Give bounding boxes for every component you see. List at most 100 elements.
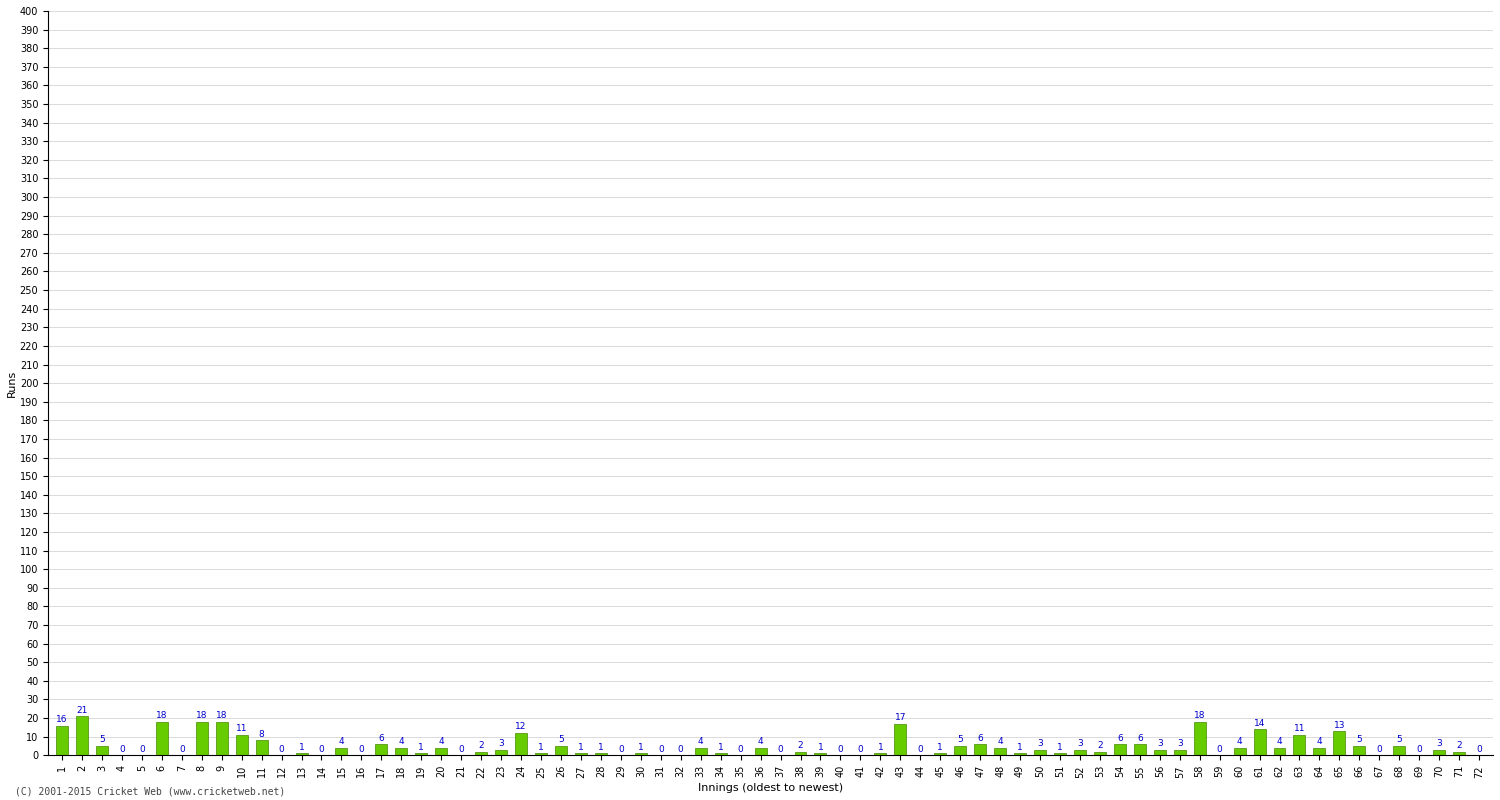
Bar [934,754,946,755]
Bar [694,748,706,755]
Text: 4: 4 [698,738,703,746]
Bar [216,722,228,755]
Bar [1054,754,1066,755]
Bar [514,733,526,755]
Text: 4: 4 [1238,738,1242,746]
Text: 1: 1 [578,743,584,752]
Text: 4: 4 [339,738,345,746]
Bar [795,751,807,755]
Text: 0: 0 [459,745,464,754]
Text: 18: 18 [216,711,228,720]
Bar [754,748,766,755]
Bar [56,726,68,755]
Bar [994,748,1006,755]
Bar [336,748,348,755]
Bar [1314,748,1326,755]
Bar [874,754,886,755]
Text: 1: 1 [1017,743,1023,752]
Text: 4: 4 [998,738,1004,746]
Bar [1432,750,1444,755]
Bar [634,754,646,755]
Bar [1094,751,1106,755]
Text: 2: 2 [478,741,484,750]
Text: 0: 0 [837,745,843,754]
Text: 2: 2 [1456,741,1462,750]
Text: 0: 0 [618,745,624,754]
Bar [1114,744,1126,755]
Bar [555,746,567,755]
Text: 14: 14 [1254,718,1264,728]
Bar [375,744,387,755]
Text: 2: 2 [1096,741,1102,750]
Text: 1: 1 [598,743,604,752]
Text: 0: 0 [1377,745,1382,754]
Bar [255,740,267,755]
Bar [476,751,488,755]
Bar [1394,746,1406,755]
Text: 0: 0 [738,745,744,754]
Text: 3: 3 [498,739,504,748]
Text: 5: 5 [957,735,963,745]
Bar [196,722,207,755]
Text: 1: 1 [298,743,304,752]
Text: 3: 3 [1437,739,1442,748]
Text: 3: 3 [1156,739,1162,748]
Bar [974,744,986,755]
Text: 1: 1 [1058,743,1064,752]
Text: 0: 0 [1416,745,1422,754]
Text: 6: 6 [378,734,384,742]
Text: 0: 0 [178,745,184,754]
Bar [1353,746,1365,755]
Text: 1: 1 [938,743,944,752]
X-axis label: Innings (oldest to newest): Innings (oldest to newest) [698,783,843,793]
Text: 18: 18 [156,711,168,720]
Text: 5: 5 [558,735,564,745]
Bar [954,746,966,755]
Bar [156,722,168,755]
Bar [1154,750,1166,755]
Bar [96,746,108,755]
Bar [416,754,428,755]
Text: 1: 1 [818,743,824,752]
Bar [495,750,507,755]
Bar [1233,748,1245,755]
Text: 3: 3 [1036,739,1042,748]
Bar [596,754,608,755]
Text: 0: 0 [777,745,783,754]
Text: 18: 18 [1194,711,1206,720]
Text: 18: 18 [196,711,207,720]
Text: 0: 0 [658,745,663,754]
Text: 5: 5 [99,735,105,745]
Text: 12: 12 [516,722,526,731]
Text: 16: 16 [57,715,68,724]
Text: (C) 2001-2015 Cricket Web (www.cricketweb.net): (C) 2001-2015 Cricket Web (www.cricketwe… [15,786,285,796]
Bar [1334,731,1346,755]
Text: 4: 4 [1276,738,1282,746]
Text: 21: 21 [76,706,87,714]
Bar [296,754,307,755]
Text: 6: 6 [1118,734,1122,742]
Text: 4: 4 [758,738,764,746]
Text: 1: 1 [538,743,544,752]
Bar [1454,751,1466,755]
Bar [574,754,586,755]
Text: 5: 5 [1356,735,1362,745]
Bar [1254,730,1266,755]
Bar [714,754,726,755]
Bar [1293,735,1305,755]
Text: 0: 0 [1216,745,1222,754]
Text: 13: 13 [1334,721,1346,730]
Text: 4: 4 [438,738,444,746]
Bar [1173,750,1185,755]
Bar [1074,750,1086,755]
Bar [435,748,447,755]
Text: 11: 11 [236,724,248,734]
Text: 0: 0 [678,745,684,754]
Text: 5: 5 [1396,735,1402,745]
Text: 1: 1 [878,743,884,752]
Y-axis label: Runs: Runs [8,370,16,397]
Text: 0: 0 [140,745,144,754]
Text: 6: 6 [978,734,982,742]
Text: 3: 3 [1178,739,1182,748]
Text: 6: 6 [1137,734,1143,742]
